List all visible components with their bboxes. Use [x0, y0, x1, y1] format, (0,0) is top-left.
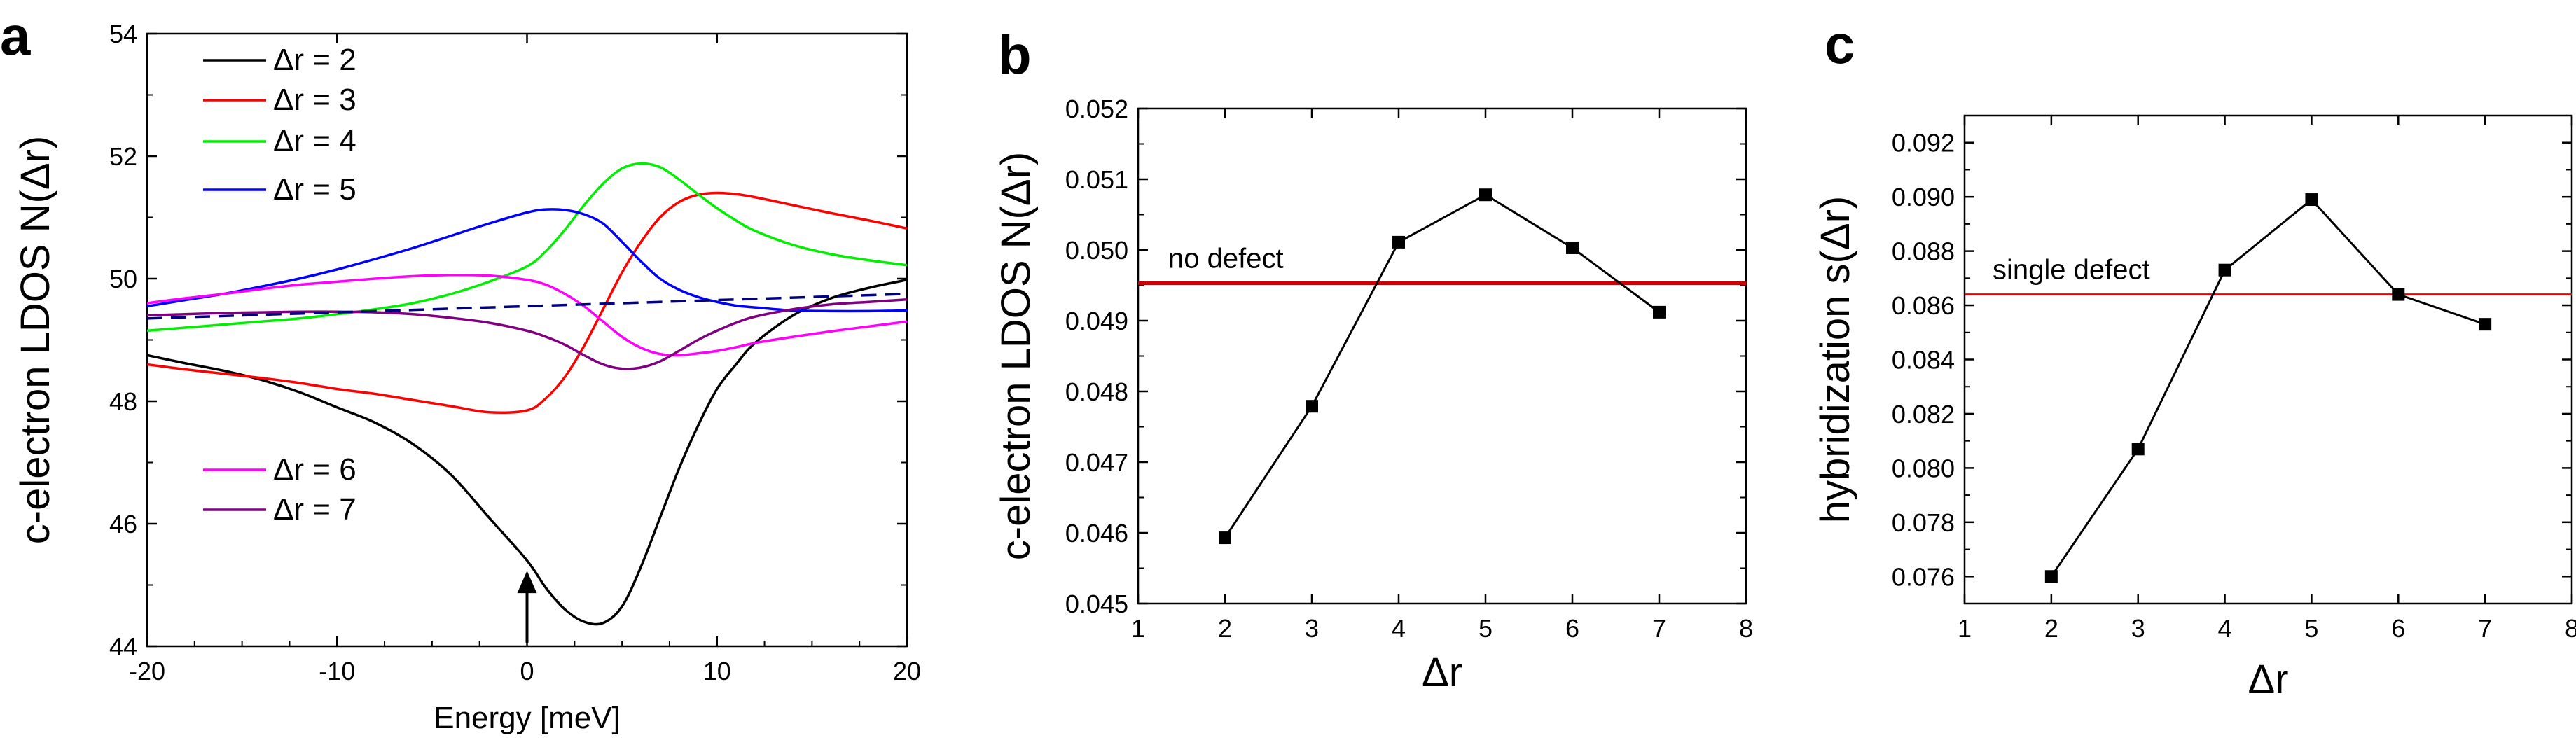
x-tick-label: 6 [1565, 614, 1579, 643]
plot-frame [146, 32, 908, 648]
legend-entry: Δr = 3 [273, 83, 356, 117]
y-tick-label: 44 [109, 632, 137, 661]
legend-entry: Δr = 2 [273, 43, 356, 77]
reference-line-label: no defect [1168, 243, 1284, 274]
data-point-5 [1479, 188, 1492, 202]
panel-letter: a [0, 5, 31, 67]
data-line [2050, 197, 2486, 578]
series-line-4 [147, 273, 907, 357]
x-tick-label: 1 [1958, 614, 1972, 643]
series-line-3 [147, 208, 907, 313]
panel-b: 1 2 3 4 5 6 7 8 0.045 0.046 0.047 0.048 0.049 0.050 0.… [993, 24, 1753, 695]
data-point-7 [1653, 305, 1666, 319]
y-tick-label: 0.045 [1065, 590, 1128, 618]
series-line-6 [147, 293, 907, 320]
series-line-5 [147, 298, 907, 370]
data-point-2 [1219, 531, 1231, 545]
x-tick-label: 0 [520, 657, 534, 685]
x-tick-label: 3 [2131, 614, 2145, 643]
y-tick-label: 0.048 [1065, 377, 1128, 406]
x-tick-label: 6 [2391, 614, 2405, 643]
y-tick-label: 52 [109, 142, 137, 171]
legend-entry: Δr = 4 [273, 124, 356, 158]
data-point-2 [2044, 570, 2058, 583]
y-tick-label: 0.049 [1065, 307, 1128, 335]
x-tick-label: 5 [2304, 614, 2318, 643]
x-tick-label: 10 [703, 657, 731, 685]
y-tick-label: 0.047 [1065, 448, 1128, 477]
x-axis-label: Energy [meV] [434, 701, 621, 735]
x-axis-label: Δr [1422, 650, 1462, 695]
legend-entry: Δr = 7 [273, 492, 356, 527]
y-axis-label: c-electron LDOS N(Δr) [993, 152, 1039, 560]
data-point-5 [2305, 193, 2318, 207]
plot-frame [1963, 114, 2573, 605]
legend-entry: Δr = 5 [273, 172, 356, 207]
y-tick-label: 0.080 [1892, 454, 1955, 482]
y-tick-label: 48 [109, 387, 137, 416]
series-line-1 [147, 191, 907, 415]
data-line [1224, 193, 1660, 538]
panel-letter: c [1824, 13, 1855, 75]
x-tick-label: -20 [129, 657, 165, 685]
x-tick-label: 4 [1392, 614, 1406, 643]
x-tick-label: 2 [1218, 614, 1232, 643]
y-axis-label: hybridization s(Δr) [1813, 196, 1858, 523]
y-tick-label: 0.052 [1065, 95, 1128, 123]
y-tick-label: 0.086 [1892, 291, 1955, 320]
y-tick-label: 0.046 [1065, 519, 1128, 548]
y-tick-label: 50 [109, 265, 137, 293]
series-line-0 [147, 279, 907, 626]
y-tick-label: 0.050 [1065, 236, 1128, 265]
y-tick-label: 0.084 [1892, 346, 1955, 375]
reference-line-label: single defect [1993, 255, 2150, 286]
y-axis-label: c-electron LDOS N(Δr) [13, 136, 58, 544]
panel-c: 1 2 3 4 5 6 7 8 0.076 0.078 0.080 0.082 0.084 0.086 0.… [1813, 13, 2576, 702]
data-point-4 [2218, 263, 2231, 277]
data-point-7 [2479, 318, 2492, 331]
arrow-head [517, 571, 537, 594]
x-tick-label: 2 [2044, 614, 2058, 643]
y-tick-label: 0.076 [1892, 562, 1955, 591]
x-tick-label: 8 [2565, 614, 2576, 643]
x-tick-label: 7 [1652, 614, 1666, 643]
legend-entry: Δr = 6 [273, 452, 356, 487]
y-tick-label: 0.088 [1892, 237, 1955, 266]
data-point-3 [2131, 443, 2145, 456]
x-tick-label: 5 [1479, 614, 1493, 643]
data-point-6 [1566, 241, 1579, 254]
x-axis-label: Δr [2248, 657, 2288, 702]
plot-frame [1137, 107, 1747, 605]
y-tick-label: 0.090 [1892, 183, 1955, 211]
series-lines [147, 162, 907, 626]
y-tick-label: 0.082 [1892, 400, 1955, 429]
series-line-2 [147, 162, 907, 333]
x-tick-label: -10 [319, 657, 355, 685]
data-point-6 [2392, 288, 2405, 301]
x-tick-label: 3 [1305, 614, 1319, 643]
data-point-3 [1306, 400, 1318, 413]
y-tick-label: 0.092 [1892, 129, 1955, 158]
y-tick-label: 0.051 [1065, 165, 1128, 194]
panel-letter: b [998, 24, 1032, 85]
x-tick-label: 7 [2478, 614, 2492, 643]
legend: Δr = 2 Δr = 3 Δr = 4 Δr = 5 Δr = 6 Δr = 7 [203, 43, 356, 527]
data-point-4 [1392, 235, 1405, 249]
x-tick-label: 4 [2218, 614, 2232, 643]
y-tick-label: 46 [109, 510, 137, 538]
y-tick-label: 54 [109, 20, 137, 48]
x-tick-label: 20 [893, 657, 921, 685]
panel-a: -20 -10 0 10 20 44 46 48 50 52 54 Energy [meV] c-ele… [0, 5, 921, 735]
x-tick-label: 1 [1131, 614, 1145, 643]
x-tick-label: 8 [1739, 614, 1753, 643]
y-tick-label: 0.078 [1892, 508, 1955, 537]
